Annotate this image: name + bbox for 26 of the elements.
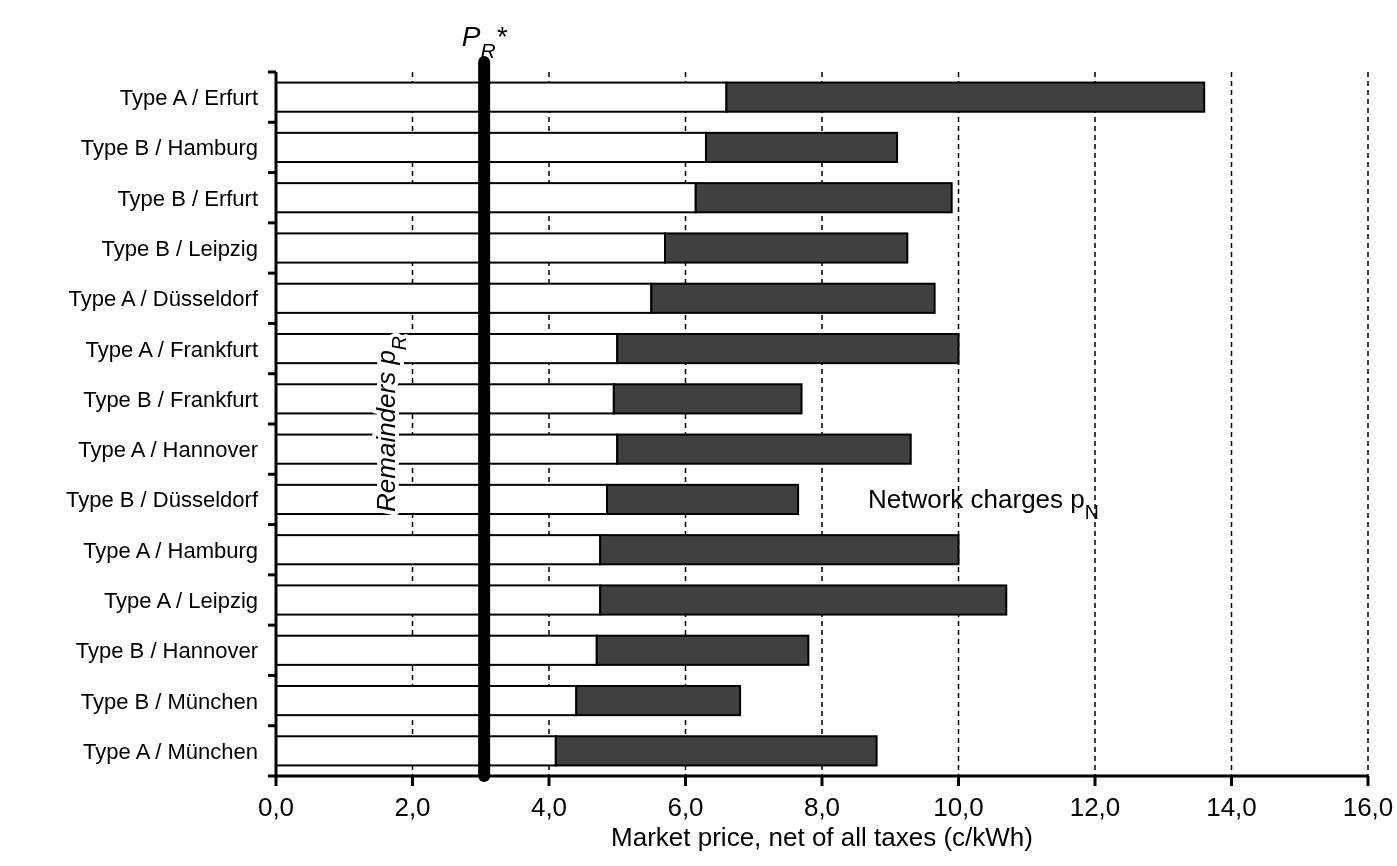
x-tick-label: 2,0	[394, 792, 431, 822]
y-tick-label: Type A / Frankfurt	[85, 336, 258, 362]
x-tick-label: 16,0	[1342, 792, 1394, 822]
y-tick-label: Type B / Frankfurt	[83, 386, 258, 412]
y-tick-label: Type A / Hannover	[78, 437, 258, 463]
y-tick-label: Type A / Leipzig	[103, 588, 258, 613]
y-tick-label: Type A / Hamburg	[83, 537, 258, 563]
x-tick-label: 0,0	[257, 792, 295, 822]
ref-line-label: P$_{R}$*	[461, 21, 508, 62]
x-tick-label: 4,0	[530, 792, 568, 822]
y-tick-label: Type A / Erfurt	[119, 85, 258, 111]
y-tick-label: Type B / Hamburg	[80, 135, 258, 161]
y-tick-label: Type B / Hannover	[75, 638, 258, 664]
y-tick-label: Type B / Leipzig	[101, 236, 258, 261]
x-tick-label: 10,0	[933, 792, 984, 822]
x-tick-label: 8,0	[803, 792, 841, 822]
y-tick-label: Type B / Düsseldorf	[66, 487, 259, 513]
x-axis-title: Market price, net of all taxes (c/kWh)	[611, 822, 1033, 852]
series-label: Network charges p$_{N}$	[868, 484, 1099, 524]
y-tick-label: Type B / München	[80, 688, 258, 714]
y-tick-label: Type A / Düsseldorf	[68, 286, 259, 312]
x-tick-label: 6,0	[667, 792, 704, 822]
x-tick-label: 14,0	[1206, 792, 1257, 822]
x-tick-label: 12,0	[1069, 792, 1121, 822]
y-tick-label: Type A / München	[83, 738, 258, 764]
y-tick-label: Type B / Erfurt	[117, 185, 258, 211]
